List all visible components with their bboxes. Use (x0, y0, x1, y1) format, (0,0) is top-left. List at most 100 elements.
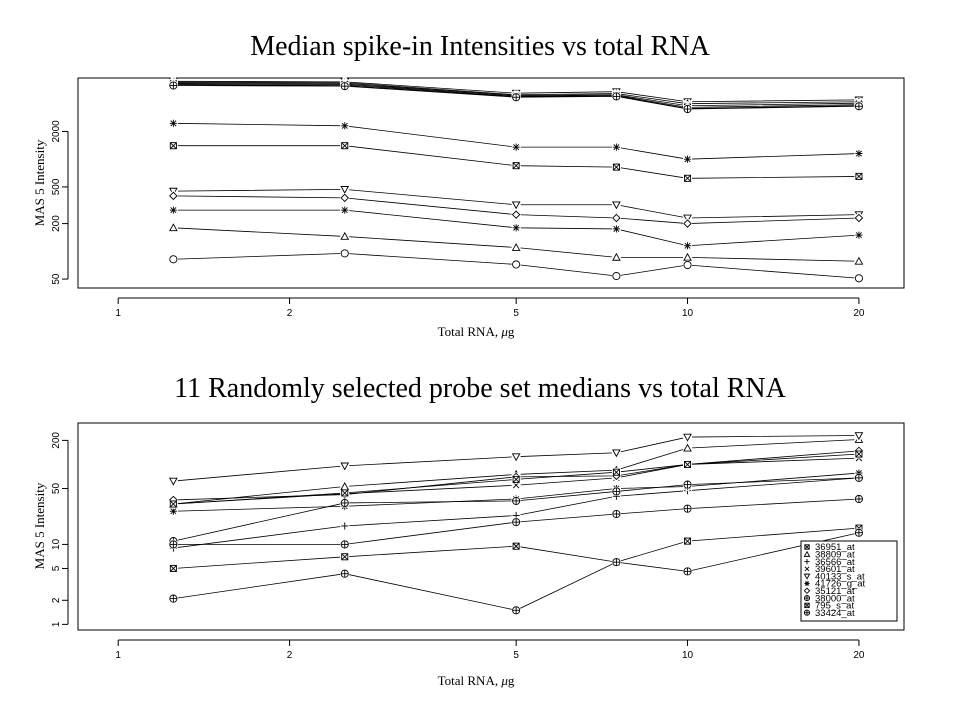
marker-background (611, 252, 621, 262)
data-point (684, 537, 692, 545)
data-point (340, 186, 350, 194)
marker-background (168, 254, 178, 264)
series-group (168, 76, 864, 283)
marker-triangle (168, 223, 178, 232)
marker-background (340, 184, 350, 194)
data-point (683, 504, 692, 513)
data-point (683, 480, 692, 489)
marker-stroke (804, 581, 810, 586)
data-point (169, 500, 177, 508)
data-point (612, 92, 621, 101)
x-tick-label: 20 (853, 650, 865, 661)
legend: 36951_at38809_at36566_at39601_at40133_s_… (800, 540, 898, 622)
data-point (683, 104, 692, 114)
x-axis-label-unit: g (508, 673, 515, 688)
data-point (340, 82, 349, 91)
marker-stroke (170, 120, 177, 127)
series-line (173, 145, 859, 179)
marker-stroke (684, 156, 691, 163)
marker-background (682, 260, 693, 270)
series-line (173, 82, 859, 107)
marker-stroke (684, 174, 691, 182)
x-axis-label-text: Total RNA, (438, 324, 502, 339)
data-point (683, 155, 692, 163)
marker-stroke (341, 553, 349, 561)
data-point (683, 252, 692, 261)
series (168, 449, 864, 509)
series-line (173, 84, 859, 109)
data-point (683, 443, 692, 452)
legend-box (800, 540, 898, 622)
legend-item: 36566_at (804, 557, 855, 568)
marker-square (169, 142, 177, 150)
marker-triangle (511, 453, 521, 462)
series-line (173, 453, 859, 505)
series-line (173, 209, 859, 247)
chart-spike-in-intensities: Median spike-in Intensities vs total RNA… (32, 31, 905, 339)
marker-triangle (683, 214, 692, 223)
data-point (854, 213, 864, 223)
marker-background (682, 432, 693, 442)
data-point (169, 142, 177, 150)
data-point (612, 449, 621, 458)
data-point (512, 606, 521, 615)
data-point (169, 206, 177, 214)
marker-stroke (855, 450, 863, 458)
legend-label: 38000_at (815, 593, 855, 604)
legend-label: 41726_g_at (815, 579, 866, 590)
marker-background (340, 248, 350, 258)
data-point (340, 193, 349, 203)
marker-square (855, 450, 863, 458)
data-point (855, 149, 863, 158)
data-point (169, 540, 178, 549)
marker-square (612, 163, 620, 171)
data-point (340, 462, 350, 471)
series (168, 248, 864, 283)
data-point (612, 163, 620, 171)
data-point (512, 518, 521, 527)
x-axis-label-text: Total RNA, (438, 673, 502, 688)
x-tick-label: 1 (115, 308, 121, 319)
plot-frame (77, 77, 905, 289)
data-point (168, 477, 178, 486)
data-point (683, 567, 692, 576)
marker-stroke (684, 461, 691, 468)
marker-stroke (804, 566, 810, 572)
series (168, 528, 864, 615)
marker-triangle (340, 231, 350, 240)
data-point (169, 191, 178, 201)
data-point (340, 569, 349, 578)
legend-item: 35121_at (803, 586, 855, 597)
series (168, 118, 864, 164)
marker-triangle (803, 550, 811, 557)
y-tick-label: 200 (51, 215, 62, 232)
y-axis-label: MAS 5 Intensity (32, 139, 47, 226)
data-point (512, 496, 521, 505)
x-tick-label: 10 (682, 308, 694, 319)
y-tick-label: 5 (51, 565, 62, 571)
data-point (612, 271, 621, 281)
marker-background (511, 242, 521, 253)
data-point (512, 93, 521, 102)
series (168, 473, 864, 546)
marker-square (612, 468, 620, 476)
data-point (340, 498, 349, 508)
legend-marker (803, 609, 811, 616)
data-point (168, 223, 178, 232)
x-tick-label: 10 (682, 650, 694, 661)
marker-diamond (854, 213, 864, 223)
marker-triangle (168, 477, 178, 486)
y-tick-label: 500 (51, 178, 62, 195)
data-point (340, 231, 350, 240)
marker-stroke (170, 207, 177, 214)
marker-stroke (341, 142, 349, 150)
marker-stroke (170, 508, 177, 515)
legend-item: 33424_at (803, 608, 855, 619)
data-point (612, 509, 621, 519)
series-line (173, 439, 859, 505)
marker-triangle (854, 256, 864, 265)
data-point (854, 528, 863, 537)
x-axis-label-mu: μ (500, 324, 508, 339)
legend-marker (804, 559, 810, 565)
x-axis-label-mu: μ (500, 673, 508, 688)
